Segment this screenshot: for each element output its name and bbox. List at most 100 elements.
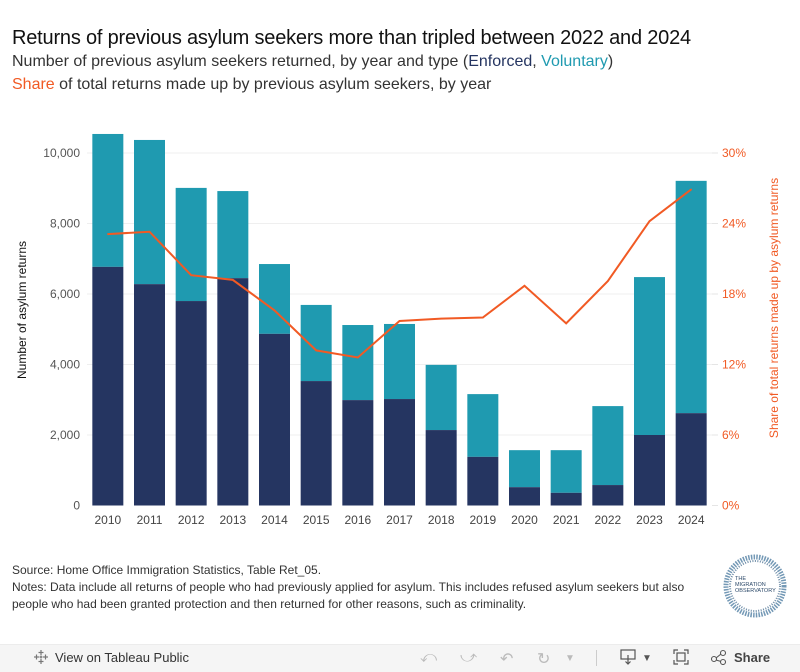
bar-enforced [342, 400, 374, 506]
y2-tick-label: 24% [722, 217, 746, 231]
tableau-toolbar: View on Tableau Public ⤺ ⤻ ↶ ↻ ▼ ▼ Share [0, 644, 800, 672]
logo-line1: THE [735, 576, 746, 582]
download-dropdown-icon[interactable]: ▼ [642, 653, 652, 664]
share-point [690, 188, 692, 191]
x-tick-label: 2012 [178, 513, 205, 527]
bar-voluntary [592, 406, 624, 486]
migration-observatory-logo[interactable]: THE MIGRATION OBSERVATORY [722, 553, 788, 619]
y-axis-right-ticks: 0% 6% 12% 18% 24% 30% [712, 146, 746, 513]
chart-title: Returns of previous asylum seekers more … [12, 27, 691, 49]
share-point [523, 284, 526, 287]
subtitle-prefix: Number of previous asylum seekers return… [12, 53, 469, 70]
bar-voluntary [217, 191, 249, 279]
x-tick-label: 2024 [678, 513, 705, 527]
share-point [482, 316, 484, 319]
bar-enforced [300, 381, 332, 506]
share-button[interactable]: Share [710, 649, 770, 665]
chart: 0 2,000 4,000 6,000 8,000 10,000 0% 6% 12% 18% 24… [15, 133, 781, 527]
bar-enforced [550, 492, 582, 506]
tableau-logo-icon [34, 650, 48, 664]
bar-voluntary [425, 364, 457, 431]
share-point [315, 349, 317, 352]
y2-tick-label: 30% [722, 146, 746, 160]
x-tick-label: 2020 [511, 513, 538, 527]
y2-tick-label: 0% [722, 499, 740, 513]
download-icon[interactable] [620, 649, 638, 670]
x-axis-ticks: 2010 2011 2012 2013 2014 2015 2016 2017 2018 2019… [94, 513, 704, 527]
bar-voluntary [175, 187, 207, 302]
x-tick-label: 2023 [636, 513, 663, 527]
y-tick-label: 4,000 [50, 358, 80, 372]
legend-enforced: Enforced [468, 53, 533, 70]
x-tick-label: 2010 [94, 513, 121, 527]
x-tick-label: 2013 [219, 513, 246, 527]
bar-enforced [175, 301, 207, 506]
y-tick-label: 6,000 [50, 287, 80, 301]
y-axis-left-ticks: 0 2,000 4,000 6,000 8,000 10,000 [43, 146, 80, 513]
bar-voluntary [467, 394, 499, 457]
y-axis-left-title: Number of asylum returns [15, 241, 29, 379]
share-point [232, 279, 234, 281]
share-point [648, 220, 651, 222]
share-line [107, 188, 692, 359]
toolbar-divider [596, 650, 597, 666]
x-tick-label: 2022 [594, 513, 621, 527]
redo-icon[interactable]: ⤻ [460, 649, 478, 666]
x-tick-label: 2019 [469, 513, 496, 527]
x-tick-label: 2017 [386, 513, 413, 527]
bar-enforced [509, 487, 540, 506]
bar-voluntary [300, 304, 332, 382]
bar-voluntary [675, 180, 707, 414]
refresh-dropdown-icon[interactable]: ▼ [565, 653, 575, 664]
refresh-icon[interactable]: ↻ [537, 651, 551, 668]
bar-enforced [467, 456, 499, 506]
y2-tick-label: 18% [722, 287, 746, 301]
bar-voluntary [259, 264, 290, 334]
bar-voluntary [509, 450, 540, 488]
fullscreen-icon[interactable] [673, 649, 689, 670]
bar-voluntary [134, 139, 165, 285]
bar-enforced [259, 333, 290, 506]
bar-voluntary [92, 133, 124, 267]
bar-enforced [92, 266, 124, 506]
bars [92, 133, 707, 506]
share-point [607, 280, 609, 282]
notes-text: Notes: Data include all returns of peopl… [12, 580, 685, 611]
x-tick-label: 2014 [261, 513, 288, 527]
bar-enforced [384, 399, 415, 506]
x-tick-label: 2021 [553, 513, 580, 527]
share-point [398, 320, 401, 322]
share-point [190, 274, 192, 277]
bar-enforced [634, 435, 665, 506]
share-point [357, 356, 359, 359]
bar-enforced [425, 430, 457, 506]
share-point [107, 233, 109, 235]
subtitle-sep: , [532, 53, 542, 70]
y-axis-right-title: Share of total returns made up by asylum… [767, 178, 781, 438]
share-point [565, 322, 567, 325]
revert-icon[interactable]: ↶ [500, 651, 514, 668]
y-tick-label: 10,000 [43, 146, 80, 160]
bar-enforced [592, 485, 624, 506]
subtitle-share-rest: of total returns made up by previous asy… [54, 76, 492, 93]
y-tick-label: 2,000 [50, 428, 80, 442]
x-tick-label: 2011 [137, 513, 163, 527]
share-point [148, 230, 151, 233]
bar-voluntary [634, 277, 665, 435]
view-on-tableau-link[interactable]: View on Tableau Public [33, 649, 189, 665]
bar-voluntary [384, 323, 415, 400]
x-tick-label: 2016 [344, 513, 371, 527]
x-tick-label: 2015 [303, 513, 330, 527]
footer-notes: Source: Home Office Immigration Statisti… [12, 562, 712, 613]
legend-voluntary: Voluntary [541, 53, 608, 70]
bar-enforced [675, 413, 707, 506]
undo-icon[interactable]: ⤺ [420, 649, 438, 666]
legend-share: Share [12, 76, 55, 93]
y-tick-label: 8,000 [50, 217, 80, 231]
y2-tick-label: 6% [722, 428, 740, 442]
bar-voluntary [550, 450, 582, 493]
bar-enforced [134, 284, 165, 506]
subtitle-suffix: ) [607, 53, 614, 70]
bar-enforced [217, 278, 249, 506]
logo-line2: MIGRATION [735, 582, 766, 588]
